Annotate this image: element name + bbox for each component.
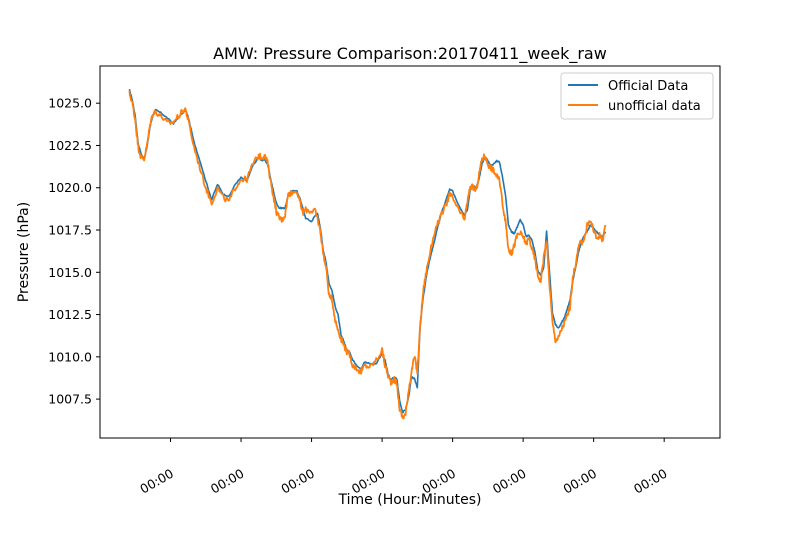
plot-area	[128, 88, 607, 420]
x-tick-label: 00:00	[208, 466, 247, 497]
y-tick-label: 1007.5	[48, 392, 92, 407]
y-tick-label: 1025.0	[48, 96, 92, 111]
series-line-official	[128, 88, 607, 414]
legend-label-official: Official Data	[608, 79, 688, 94]
x-tick-label: 00:00	[278, 466, 317, 497]
y-tick-label: 1022.5	[48, 138, 92, 153]
plot-frame	[99, 65, 721, 439]
legend-box	[560, 72, 714, 120]
series-line-unofficial	[128, 90, 607, 420]
y-axis: 1007.5 1010.0 1012.5 1015.0 1017.5 1020.0 1022…	[48, 96, 100, 407]
y-tick-label: 1017.5	[48, 223, 92, 238]
x-tick-label: 00:00	[631, 466, 670, 497]
x-axis-label: Time (Hour:Minutes)	[338, 492, 482, 508]
legend: Official Data unofficial data	[560, 72, 714, 120]
x-axis: 00:00 00:00 00:00 00:00 00:00 00:00 00:00 00:00	[137, 438, 670, 497]
y-tick-label: 1012.5	[48, 307, 92, 322]
x-tick-label: 00:00	[137, 466, 176, 497]
chart-title: AMW: Pressure Comparison:20170411_week_r…	[213, 44, 607, 64]
x-tick-label: 00:00	[560, 466, 599, 497]
y-axis-label: Pressure (hPa)	[16, 202, 32, 302]
x-tick-label: 00:00	[490, 466, 529, 497]
y-tick-label: 1010.0	[48, 349, 92, 364]
y-tick-label: 1015.0	[48, 265, 92, 280]
y-tick-label: 1020.0	[48, 180, 92, 195]
legend-label-unofficial: unofficial data	[608, 99, 701, 114]
